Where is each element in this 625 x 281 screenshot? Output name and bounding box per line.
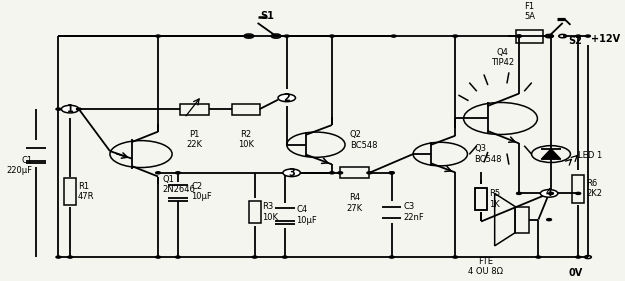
Text: C1
220μF: C1 220μF <box>6 156 32 175</box>
Circle shape <box>253 256 257 258</box>
Text: +12V: +12V <box>591 34 620 44</box>
Text: R4
27K: R4 27K <box>347 193 363 213</box>
Bar <box>475 188 487 210</box>
Text: Q4
TIP42: Q4 TIP42 <box>491 47 514 67</box>
Circle shape <box>516 35 521 37</box>
Text: P1
22K: P1 22K <box>186 130 202 149</box>
Text: Q1
2N2646: Q1 2N2646 <box>162 175 195 194</box>
Polygon shape <box>541 149 561 159</box>
Circle shape <box>176 256 181 258</box>
Circle shape <box>389 172 394 174</box>
Text: 1: 1 <box>67 104 74 114</box>
Bar <box>232 103 259 115</box>
Circle shape <box>278 94 296 102</box>
Text: R1
47R: R1 47R <box>78 182 94 201</box>
Circle shape <box>68 256 72 258</box>
Bar <box>515 207 529 233</box>
Circle shape <box>516 192 521 194</box>
Circle shape <box>56 256 61 258</box>
Circle shape <box>549 192 554 194</box>
Circle shape <box>156 256 161 258</box>
Circle shape <box>549 35 554 37</box>
Circle shape <box>452 35 458 37</box>
Bar <box>340 167 369 178</box>
Circle shape <box>329 172 334 174</box>
Circle shape <box>391 35 396 37</box>
Bar <box>475 188 487 210</box>
Circle shape <box>284 35 289 37</box>
Bar <box>64 178 76 205</box>
Circle shape <box>176 172 181 174</box>
Circle shape <box>156 35 161 37</box>
Text: R2
10K: R2 10K <box>238 130 254 149</box>
Text: R3
10K: R3 10K <box>262 202 279 222</box>
Circle shape <box>576 192 581 194</box>
Bar <box>249 201 261 223</box>
Circle shape <box>76 108 81 110</box>
Text: LED 1: LED 1 <box>578 151 602 160</box>
Text: 4: 4 <box>546 188 552 198</box>
Circle shape <box>576 256 581 258</box>
Text: R5
1K: R5 1K <box>489 189 500 209</box>
Text: C4
10μF: C4 10μF <box>296 205 318 225</box>
Bar <box>516 30 543 43</box>
Circle shape <box>246 35 251 37</box>
Text: C3
22nF: C3 22nF <box>403 202 424 222</box>
Text: S2: S2 <box>569 36 582 46</box>
Text: C2
10μF: C2 10μF <box>191 182 213 201</box>
Circle shape <box>516 35 521 37</box>
Circle shape <box>338 172 342 174</box>
Text: S1: S1 <box>261 11 274 21</box>
Text: R6
2K2: R6 2K2 <box>586 179 602 198</box>
Circle shape <box>389 256 394 258</box>
Text: 3: 3 <box>288 168 295 178</box>
Text: F1
5A: F1 5A <box>524 2 535 21</box>
Text: Q3
BC548: Q3 BC548 <box>474 144 502 164</box>
Circle shape <box>576 35 581 37</box>
Circle shape <box>61 105 79 113</box>
Circle shape <box>282 256 288 258</box>
Circle shape <box>274 35 279 37</box>
Circle shape <box>283 169 301 176</box>
Circle shape <box>367 172 372 174</box>
Circle shape <box>541 190 558 197</box>
Circle shape <box>586 35 591 37</box>
Circle shape <box>389 172 394 174</box>
Bar <box>180 103 209 115</box>
Circle shape <box>156 172 161 174</box>
Text: 2: 2 <box>283 93 290 103</box>
Text: 0V: 0V <box>569 268 583 278</box>
Circle shape <box>452 256 458 258</box>
Bar <box>572 175 584 203</box>
Circle shape <box>536 256 541 258</box>
Circle shape <box>329 35 334 37</box>
Text: Q2
BC548: Q2 BC548 <box>350 130 378 150</box>
Text: FTE
4 OU 8Ω: FTE 4 OU 8Ω <box>468 257 503 277</box>
Circle shape <box>56 108 61 110</box>
Circle shape <box>547 219 551 221</box>
